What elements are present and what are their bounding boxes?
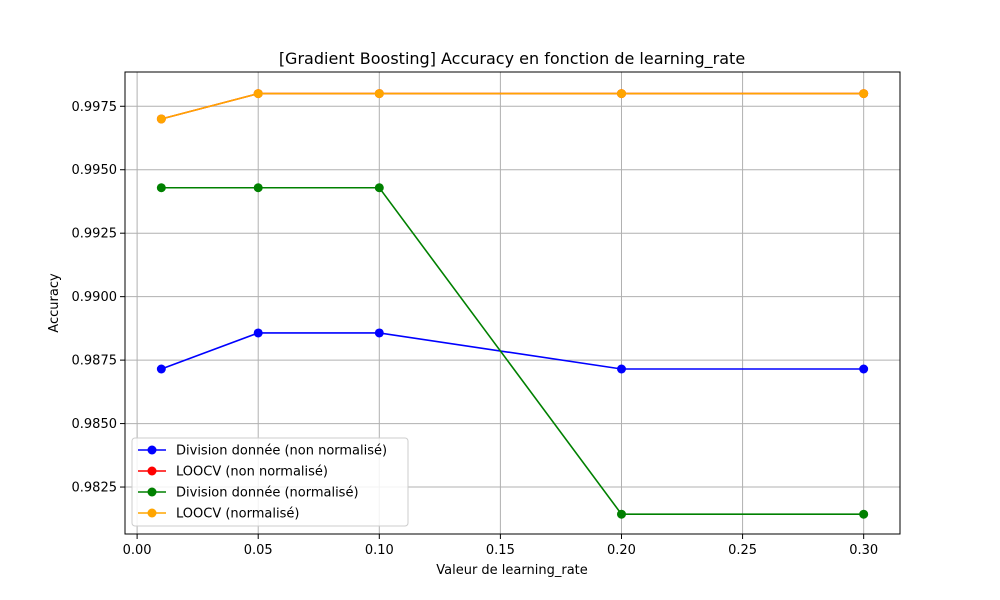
legend-label: Division donnée (normalisé) bbox=[176, 486, 359, 501]
series-4-point bbox=[859, 89, 869, 99]
y-tick-label: 0.9875 bbox=[72, 354, 118, 369]
x-tick-label: 0.05 bbox=[244, 543, 273, 558]
plot-area-frame bbox=[124, 71, 901, 535]
y-tick-label: 0.9900 bbox=[72, 290, 118, 305]
series-1-point bbox=[253, 328, 263, 338]
series-1-point bbox=[859, 364, 869, 374]
axis-ticks: 0.00 0.05 0.10 0.15 0.20 0.25 0.30 0.9825 0.9850… bbox=[72, 100, 879, 558]
series-group bbox=[156, 89, 869, 519]
y-tick-label: 0.9925 bbox=[72, 227, 118, 242]
legend: Division donnée (non normalisé) LOOCV (no… bbox=[131, 437, 409, 527]
series-3-point bbox=[253, 183, 263, 193]
legend-marker bbox=[147, 508, 157, 518]
legend-marker bbox=[147, 487, 157, 497]
x-tick-label: 0.30 bbox=[849, 543, 878, 558]
legend-marker bbox=[147, 466, 157, 476]
series-1-point bbox=[156, 364, 166, 374]
series-3-point bbox=[156, 183, 166, 193]
series-1-point bbox=[616, 364, 626, 374]
series-4-point bbox=[156, 114, 166, 124]
series-4-point bbox=[253, 89, 263, 99]
legend-label: Division donnée (non normalisé) bbox=[176, 444, 387, 459]
series-1-point bbox=[374, 328, 384, 338]
y-tick-label: 0.9825 bbox=[72, 481, 118, 496]
x-tick-label: 0.00 bbox=[123, 543, 152, 558]
series-3-point bbox=[859, 509, 869, 519]
y-axis-label: Accuracy bbox=[47, 273, 62, 333]
x-tick-label: 0.10 bbox=[365, 543, 394, 558]
y-tick-label: 0.9975 bbox=[72, 100, 118, 115]
x-axis-label: Valeur de learning_rate bbox=[436, 563, 588, 578]
series-4-point bbox=[616, 89, 626, 99]
legend-marker bbox=[147, 445, 157, 455]
legend-box bbox=[131, 437, 409, 527]
series-3-point bbox=[374, 183, 384, 193]
y-tick-label: 0.9950 bbox=[72, 163, 118, 178]
legend-label: LOOCV (normalisé) bbox=[176, 507, 299, 522]
y-tick-label: 0.9850 bbox=[72, 417, 118, 432]
x-tick-label: 0.25 bbox=[728, 543, 757, 558]
x-tick-label: 0.20 bbox=[607, 543, 636, 558]
series-4-point bbox=[374, 89, 384, 99]
x-tick-label: 0.15 bbox=[486, 543, 515, 558]
chart-title: [Gradient Boosting] Accuracy en fonction… bbox=[279, 49, 745, 69]
series-3-point bbox=[616, 509, 626, 519]
legend-label: LOOCV (non normalisé) bbox=[176, 465, 328, 480]
